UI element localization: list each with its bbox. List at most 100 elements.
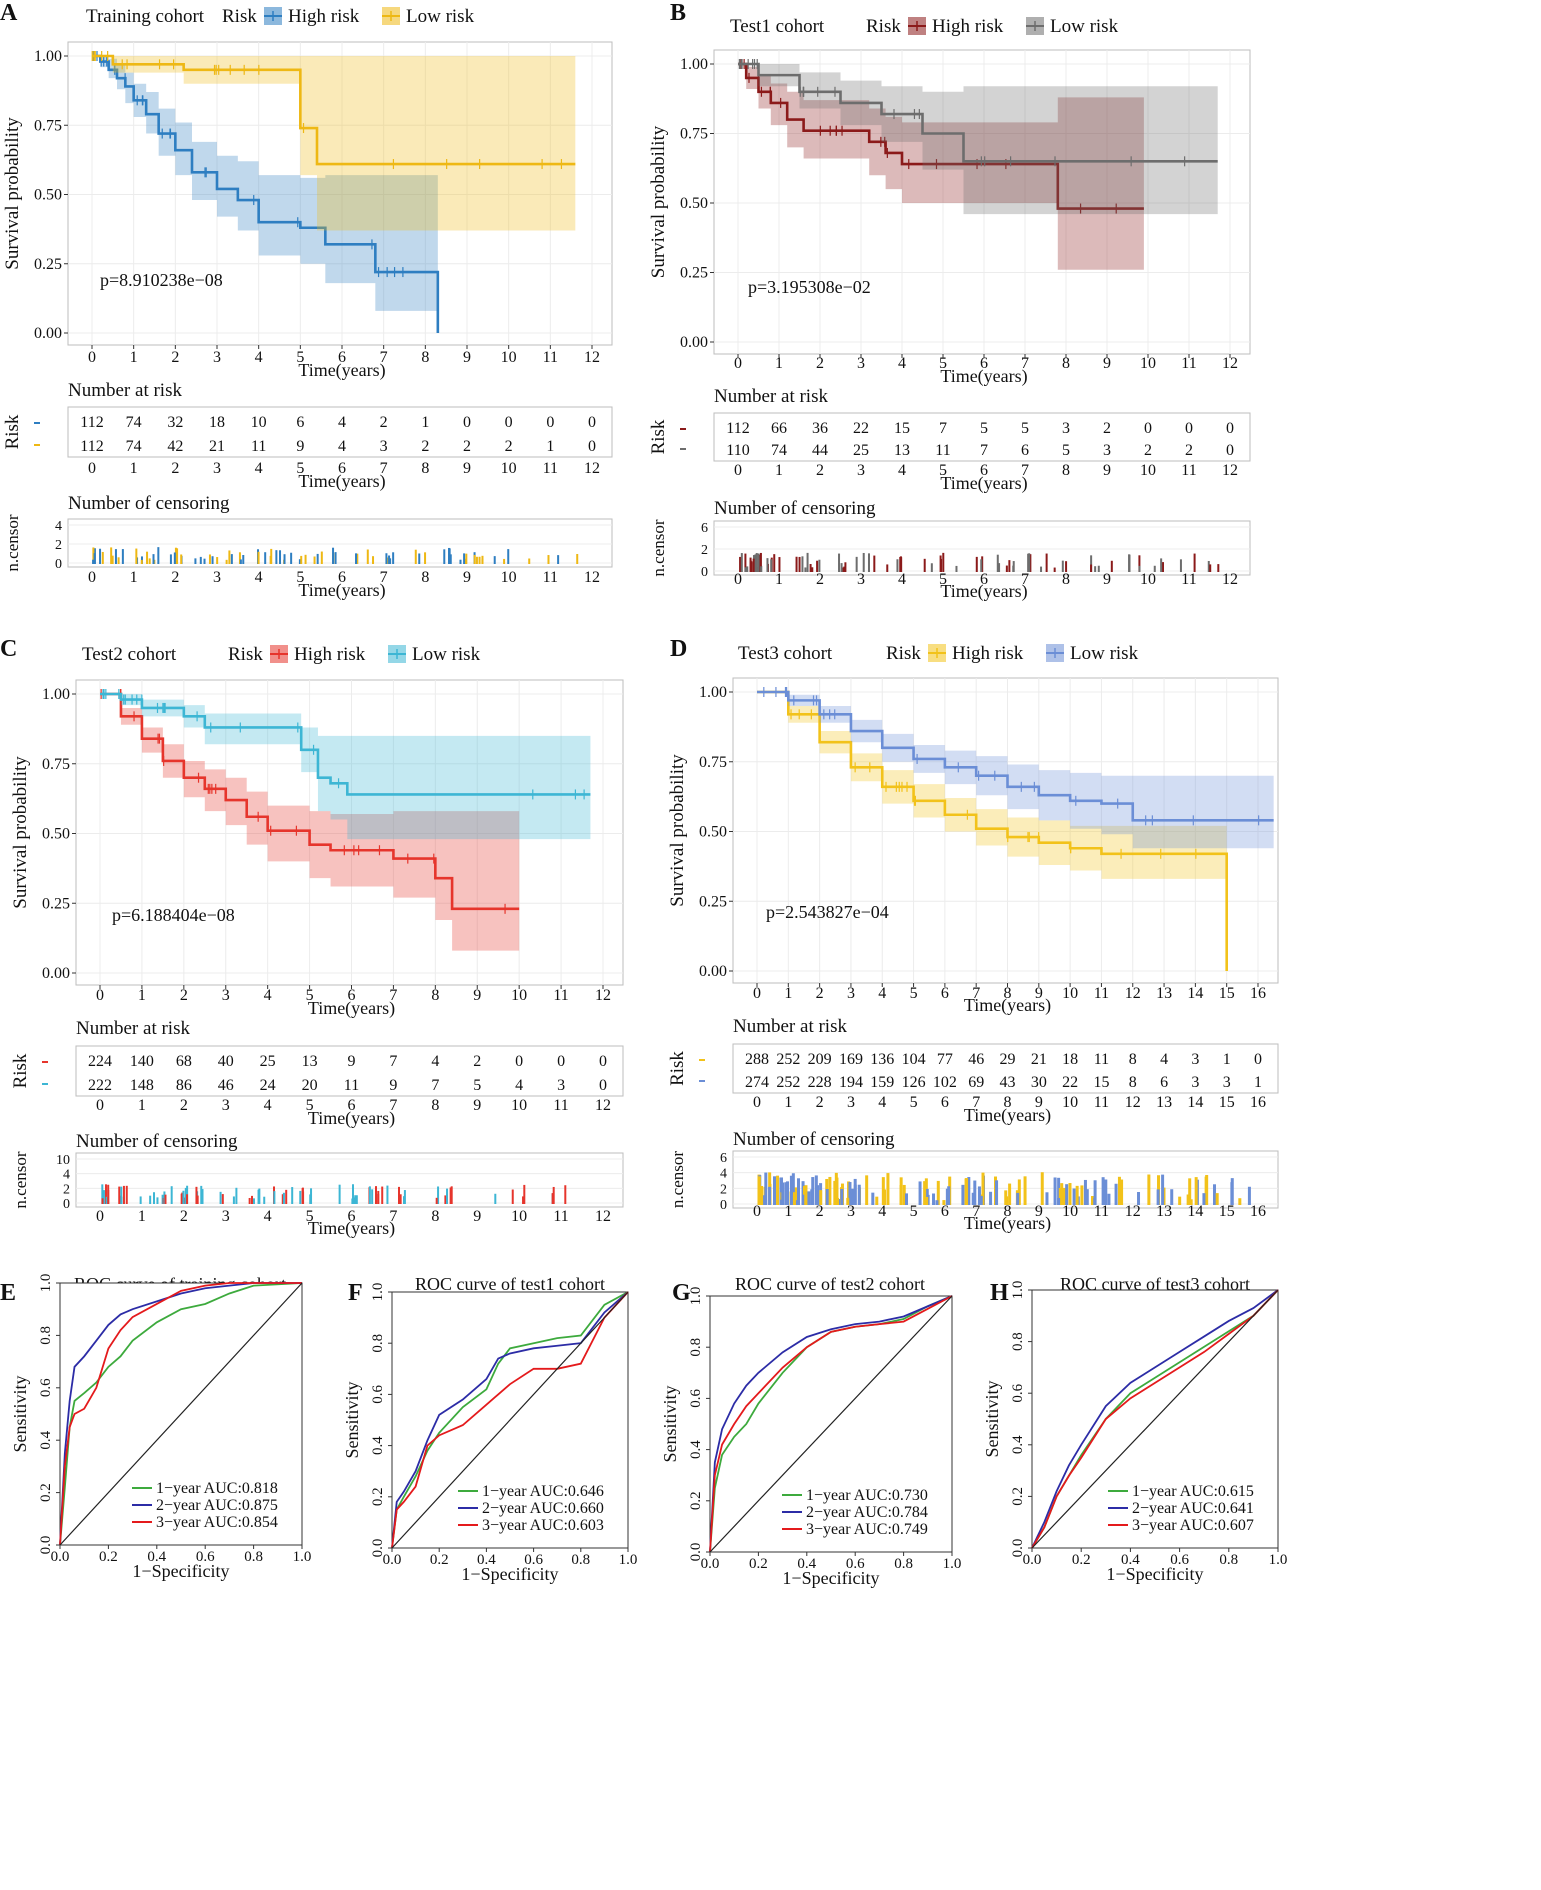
roc-x-tick-label: 0.0 [383,1552,402,1568]
roc-y-tick-label: 0.0 [38,1536,54,1555]
censor-bar [228,550,231,564]
risk-x-tick-label: 7 [389,1097,397,1114]
censor-bar [92,547,95,564]
censor-bar [547,555,550,564]
censor-x-tick-label: 7 [1021,571,1029,588]
censor-bar [1215,1193,1219,1205]
y-tick-label: 0.50 [42,826,70,843]
censor-bar [851,1188,855,1205]
risk-cell-low: 2 [505,438,513,455]
censor-bar [208,554,211,564]
risk-cell-low: 30 [1031,1074,1047,1091]
censor-bar [181,1192,184,1204]
censor-bar [493,556,496,564]
roc-curve-3-year [59,1282,302,1546]
p-value: p=3.195308e−02 [748,277,871,297]
p-value: p=2.543827e−04 [766,902,889,922]
censor-bar [157,547,160,564]
censor-x-tick-label: 1 [138,1208,146,1225]
roc-curve-3-year [1031,1289,1279,1549]
risk-cell-high: 9 [348,1053,356,1070]
x-tick-label: 2 [816,985,824,1002]
risk-x-tick-label: 4 [255,460,263,477]
roc-curve-2-year [1031,1289,1279,1549]
risk-cell-high: 22 [853,420,869,437]
x-tick-label: 12 [584,349,600,366]
censor-bar [1179,559,1182,572]
censor-bar [961,1184,965,1205]
censor-bar [93,553,96,564]
roc-y-tick-label: 0.0 [1010,1539,1026,1558]
y-tick-label: 0.50 [680,195,708,212]
censor-bar [273,1191,276,1204]
censor-bar [528,558,531,564]
roc-y-tick-label: 0.8 [688,1338,704,1357]
y-axis-label: Survival probability [667,754,688,907]
risk-x-tick-label: 13 [1156,1094,1172,1111]
censor-bar [838,553,841,572]
censor-bar [105,1196,108,1204]
x-tick-label: 8 [1062,355,1070,372]
x-tick-label: 16 [1250,985,1266,1002]
censor-y-tick-label: 10 [56,1153,70,1168]
censor-bar [352,1198,355,1204]
y-axis-label: Survival probability [10,756,31,909]
x-tick-label: 3 [222,987,230,1004]
censor-x-tick-label: 4 [898,571,906,588]
censor-bar [459,559,462,564]
censor-bar [801,556,804,572]
censor-bar [101,1184,104,1204]
censor-bar [238,552,241,564]
censor-bar [841,567,844,572]
legend-label-high: High risk [294,644,366,665]
risk-cell-low: 2 [1185,442,1193,459]
x-tick-label: 7 [380,349,388,366]
risk-table-frame [75,1045,624,1097]
risk-cell-high: 18 [209,414,225,431]
censor-bar [389,558,392,564]
censor-bar [122,1185,125,1204]
censor-bar [1005,565,1008,572]
censor-x-tick-label: 16 [1250,1203,1266,1220]
x-tick-label: 4 [264,987,272,1004]
censor-y-tick-label: 4 [720,1167,727,1182]
censor-bar [1170,1189,1174,1205]
censor-bar [942,1200,946,1205]
risk-cell-high: 169 [839,1051,863,1068]
roc-title: ROC curve of test1 cohort [415,1274,605,1294]
censor-bar [1090,555,1093,572]
roc-x-tick-label: 0.8 [1219,1552,1238,1568]
censor-bar [216,557,219,564]
censor-bar [118,1186,121,1204]
censor-bar [1247,1186,1251,1205]
censor-bar [511,1189,514,1204]
roc-x-tick-label: 0.2 [749,1556,768,1572]
censor-bar [752,558,755,572]
y-tick-label: 0.25 [680,265,708,282]
risk-cell-high: 4 [431,1053,439,1070]
censor-bar [283,554,286,564]
risk-x-tick-label: 0 [96,1097,104,1114]
censor-bar [930,563,933,572]
x-tick-label: 7 [389,987,397,1004]
risk-cell-high: 13 [302,1053,318,1070]
censor-bar [1160,558,1163,572]
censor-x-tick-label: 15 [1219,1203,1235,1220]
censor-bar [1188,1178,1192,1205]
risk-x-tick-label: 9 [1103,462,1111,479]
roc-title: ROC curve of test3 cohort [1060,1274,1250,1294]
censor-bar [448,548,451,564]
risk-cell-high: 2 [380,414,388,431]
censor-x-tick-label: 0 [734,571,742,588]
roc-y-tick-label: 1.0 [38,1274,54,1293]
x-tick-label: 1 [775,355,783,372]
x-tick-label: 8 [431,987,439,1004]
censor-bar [965,1178,969,1205]
censor-bar [865,1175,869,1205]
censor-x-tick-label: 11 [1094,1203,1109,1220]
censor-x-tick-label: 4 [264,1208,272,1225]
censor-x-tick-label: 14 [1187,1203,1203,1220]
p-value: p=8.910238e−08 [100,270,223,290]
risk-cell-low: 4 [338,438,346,455]
censor-bar [139,1196,142,1204]
